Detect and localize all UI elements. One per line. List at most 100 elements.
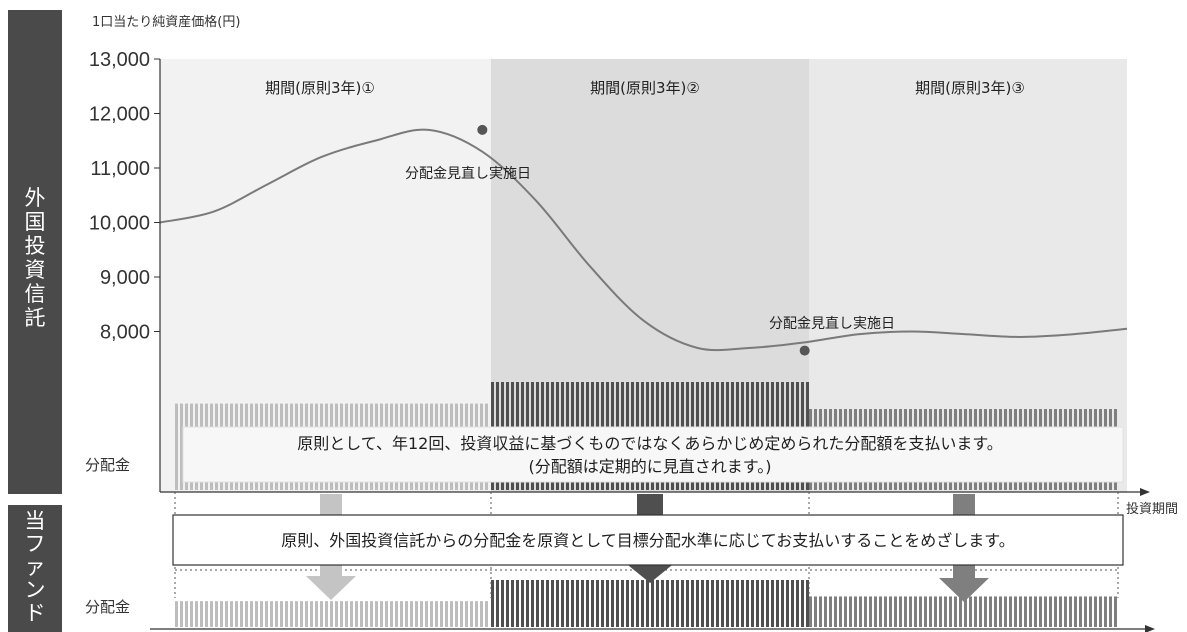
lower-bar-period-1-stripe bbox=[375, 601, 378, 627]
lower-bar-period-1-stripe bbox=[255, 601, 258, 627]
lower-bar-period-3-stripe bbox=[1054, 596, 1057, 627]
lower-bar-period-2-stripe bbox=[496, 580, 499, 627]
lower-bar-period-3-stripe bbox=[1019, 596, 1022, 627]
lower-bar-period-2-stripe bbox=[491, 580, 494, 627]
lower-bar-period-2-stripe bbox=[746, 580, 749, 627]
lower-bar-period-3-stripe bbox=[959, 596, 962, 627]
lower-bar-period-2-stripe bbox=[686, 580, 689, 627]
lower-bar-period-1-stripe bbox=[205, 601, 208, 627]
lower-bar-period-1-stripe bbox=[445, 601, 448, 627]
lower-bar-period-3-stripe bbox=[904, 596, 907, 627]
y-axis-ticks: 8,000 9,000 10,000 11,000 12,000 13,000 bbox=[89, 49, 160, 344]
lower-bar-period-1-stripe bbox=[265, 601, 268, 627]
lower-bar-period-2-stripe bbox=[691, 580, 694, 627]
lower-bar-period-3-stripe bbox=[994, 596, 997, 627]
lower-bar-period-2-stripe bbox=[591, 580, 594, 627]
lower-bar-period-2-stripe bbox=[721, 580, 724, 627]
upper-description-line-2: (分配額は定期的に見直されます。) bbox=[529, 457, 772, 476]
lower-bar-period-1-stripe bbox=[325, 601, 328, 627]
lower-bar-period-1-stripe bbox=[310, 601, 313, 627]
lower-bar-period-3-stripe bbox=[1094, 596, 1097, 627]
lower-bar-period-3-stripe bbox=[979, 596, 982, 627]
lower-bar-period-2-stripe bbox=[636, 580, 639, 627]
lower-bar-period-3-stripe bbox=[849, 596, 852, 627]
lower-bar-period-2-stripe bbox=[776, 580, 779, 627]
period-label-2: 期間(原則3年)② bbox=[590, 79, 700, 97]
lower-bar-period-1-stripe bbox=[340, 601, 343, 627]
lower-bar-period-2-stripe bbox=[621, 580, 624, 627]
lower-bar-period-3-stripe bbox=[1039, 596, 1042, 627]
upper-side-label: 外国投資信託 bbox=[25, 186, 46, 330]
y-tick-label: 10,000 bbox=[89, 213, 150, 235]
lower-bar-period-3-stripe bbox=[844, 596, 847, 627]
lower-bar-period-2-stripe bbox=[666, 580, 669, 627]
lower-bar-period-2-stripe bbox=[561, 580, 564, 627]
lower-bar-period-2-stripe bbox=[516, 580, 519, 627]
lower-bar-period-2-stripe bbox=[736, 580, 739, 627]
lower-bar-period-3-stripe bbox=[934, 596, 937, 627]
lower-bar-period-1-stripe bbox=[385, 601, 388, 627]
lower-bar-period-2-stripe bbox=[601, 580, 604, 627]
lower-bar-period-2-stripe bbox=[766, 580, 769, 627]
lower-bar-period-3-stripe bbox=[1109, 596, 1112, 627]
lower-bar-period-1-stripe bbox=[465, 601, 468, 627]
y-tick-label: 11,000 bbox=[90, 158, 150, 180]
lower-bar-period-3-stripe bbox=[854, 596, 857, 627]
lower-bar-period-1-stripe bbox=[475, 601, 478, 627]
lower-bar-period-3-stripe bbox=[879, 596, 882, 627]
lower-bar-period-3-stripe bbox=[914, 596, 917, 627]
lower-bar-period-3-stripe bbox=[999, 596, 1002, 627]
upper-description-line-1: 原則として、年12回、投資収益に基づくものではなくあらかじめ定められた分配額を支… bbox=[297, 434, 1002, 453]
upper-bar-period-1-stripe bbox=[180, 403, 183, 490]
lower-bar-period-3-stripe bbox=[839, 596, 842, 627]
lower-bar-period-1-stripe bbox=[400, 601, 403, 627]
lower-bar-period-2-stripe bbox=[651, 580, 654, 627]
y-tick-label: 12,000 bbox=[89, 104, 150, 126]
lower-bar-period-1 bbox=[175, 601, 488, 627]
lower-bar-period-2-stripe bbox=[506, 580, 509, 627]
lower-bar-period-3-stripe bbox=[1099, 596, 1102, 627]
lower-bar-period-3-stripe bbox=[874, 596, 877, 627]
lower-bar-period-3-stripe bbox=[1009, 596, 1012, 627]
lower-bar-period-1-stripe bbox=[440, 601, 443, 627]
lower-bar-period-1-stripe bbox=[395, 601, 398, 627]
lower-bar-period-2-stripe bbox=[731, 580, 734, 627]
lower-bar-period-1-stripe bbox=[250, 601, 253, 627]
lower-bar-period-3-stripe bbox=[954, 596, 957, 627]
lower-bar-period-2-stripe bbox=[586, 580, 589, 627]
lower-bar-period-1-stripe bbox=[350, 601, 353, 627]
review-date-label-1: 分配金見直し実施日 bbox=[405, 165, 531, 182]
lower-bar-period-1-stripe bbox=[235, 601, 238, 627]
lower-bar-period-3-stripe bbox=[819, 596, 822, 627]
lower-bar-period-2-stripe bbox=[646, 580, 649, 627]
y-axis-title: 1口当たり純資産価格(円) bbox=[92, 14, 240, 30]
review-date-label-2: 分配金見直し実施日 bbox=[769, 315, 895, 332]
lower-bar-period-1-stripe bbox=[195, 601, 198, 627]
lower-bar-period-1-stripe bbox=[380, 601, 383, 627]
lower-bar-period-1-stripe bbox=[315, 601, 318, 627]
period-label-3: 期間(原則3年)③ bbox=[915, 79, 1025, 97]
x-axis-arrow bbox=[1140, 488, 1150, 496]
lower-bar-period-1-stripe bbox=[425, 601, 428, 627]
lower-bar-period-1-stripe bbox=[270, 601, 273, 627]
lower-bar-period-2-stripe bbox=[706, 580, 709, 627]
lower-bar-period-2-stripe bbox=[801, 580, 804, 627]
lower-bar-period-2-stripe bbox=[556, 580, 559, 627]
lower-bar-period-3-stripe bbox=[894, 596, 897, 627]
nav-line-group bbox=[159, 124, 1128, 356]
review-point-1 bbox=[477, 124, 488, 135]
lower-bar-period-2-stripe bbox=[781, 580, 784, 627]
lower-bar-period-1-stripe bbox=[420, 601, 423, 627]
lower-bar-period-2-stripe bbox=[511, 580, 514, 627]
lower-bar-period-1-stripe bbox=[355, 601, 358, 627]
lower-bar-period-1-stripe bbox=[280, 601, 283, 627]
lower-bar-period-1-stripe bbox=[175, 601, 178, 627]
upper-side-panel bbox=[8, 10, 62, 494]
review-point-2 bbox=[799, 345, 810, 356]
lower-bar-period-3-stripe bbox=[1104, 596, 1107, 627]
lower-description-text: 原則、外国投資信託からの分配金を原資として目標分配水準に応じてお支払いすることを… bbox=[281, 531, 1014, 550]
lower-bar-period-1-stripe bbox=[330, 601, 333, 627]
lower-bar-period-2-stripe bbox=[521, 580, 524, 627]
lower-bar-period-2-stripe bbox=[756, 580, 759, 627]
lower-bar-period-3-stripe bbox=[1044, 596, 1047, 627]
